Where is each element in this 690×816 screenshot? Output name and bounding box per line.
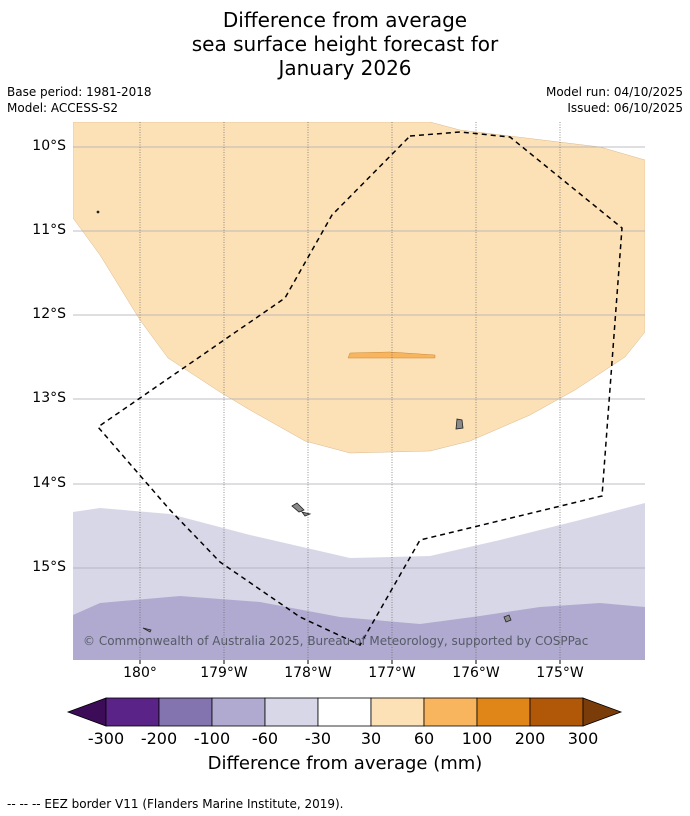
colorbar-tick: -300 [87, 729, 125, 748]
colorbar-tick: -60 [251, 729, 279, 748]
colorbar-bin-5 [317, 697, 372, 727]
colorbar-bin-8 [476, 697, 531, 727]
lon-label-178w: 178°W [284, 665, 332, 681]
island-5 [142, 627, 152, 633]
map-title: Difference from average sea surface heig… [0, 8, 690, 80]
lon-label-175w: 175°W [536, 665, 584, 681]
colorbar-extend-high [582, 697, 623, 727]
islands [96, 210, 512, 633]
colorbar-bin-4 [264, 697, 319, 727]
colorbar-bin-1 [105, 697, 160, 727]
colorbar-tick: 100 [461, 729, 493, 748]
island-6 [96, 210, 100, 214]
meta-right: Model run: 04/10/2025 Issued: 06/10/2025 [546, 84, 683, 116]
colorbar [66, 697, 623, 727]
colorbar-bin-7 [423, 697, 478, 727]
colorbar-tick: 60 [413, 729, 435, 748]
lon-label-180: 180° [123, 665, 157, 681]
colorbar-bin-3 [211, 697, 266, 727]
title-line-2: sea surface height forecast for [191, 32, 499, 56]
meta-left: Base period: 1981-2018 Model: ACCESS-S2 [7, 84, 152, 116]
island-3 [301, 511, 312, 517]
lon-label-176w: 176°W [452, 665, 500, 681]
colorbar-tick: 200 [514, 729, 546, 748]
lon-label-177w: 177°W [368, 665, 416, 681]
lat-label-12s: 12°S [32, 306, 66, 322]
colorbar-tick: 30 [360, 729, 382, 748]
anomaly-region-m100-m60 [73, 596, 645, 660]
lon-label-179w: 179°W [200, 665, 248, 681]
lat-label-13s: 13°S [32, 390, 66, 406]
colorbar-tick: -100 [193, 729, 231, 748]
colorbar-tick: 300 [567, 729, 599, 748]
lat-label-15s: 15°S [32, 559, 66, 575]
colorbar-bin-2 [158, 697, 213, 727]
colorbar-tick: -30 [304, 729, 332, 748]
lat-gridlines [73, 146, 645, 569]
lon-gridlines [139, 122, 561, 660]
model-name: Model: ACCESS-S2 [7, 101, 119, 115]
title-line-3: January 2026 [278, 56, 412, 80]
title-line-1: Difference from average [222, 8, 468, 32]
lat-label-14s: 14°S [32, 475, 66, 491]
colorbar-title: Difference from average (mm) [207, 753, 483, 774]
anomaly-region-30-60 [73, 122, 645, 454]
eez-legend-footer: -- -- -- EEZ border V11 (Flanders Marine… [7, 797, 344, 811]
lon-ticks [139, 660, 561, 664]
base-period: Base period: 1981-2018 [7, 85, 152, 99]
island-2 [291, 502, 305, 513]
colorbar-bin-6 [370, 697, 425, 727]
colorbar-bin-9 [529, 697, 584, 727]
colorbar-tick: -200 [140, 729, 178, 748]
model-run: Model run: 04/10/2025 [545, 85, 683, 99]
anomaly-region-60-100 [347, 351, 436, 359]
colorbar-extend-low [66, 697, 107, 727]
island-4 [503, 614, 512, 623]
lat-label-10s: 10°S [32, 138, 66, 154]
island-1 [455, 418, 464, 430]
issued-date: Issued: 06/10/2025 [567, 101, 683, 115]
lat-label-11s: 11°S [32, 222, 66, 238]
map-copyright: © Commonwealth of Australia 2025, Bureau… [83, 634, 588, 648]
